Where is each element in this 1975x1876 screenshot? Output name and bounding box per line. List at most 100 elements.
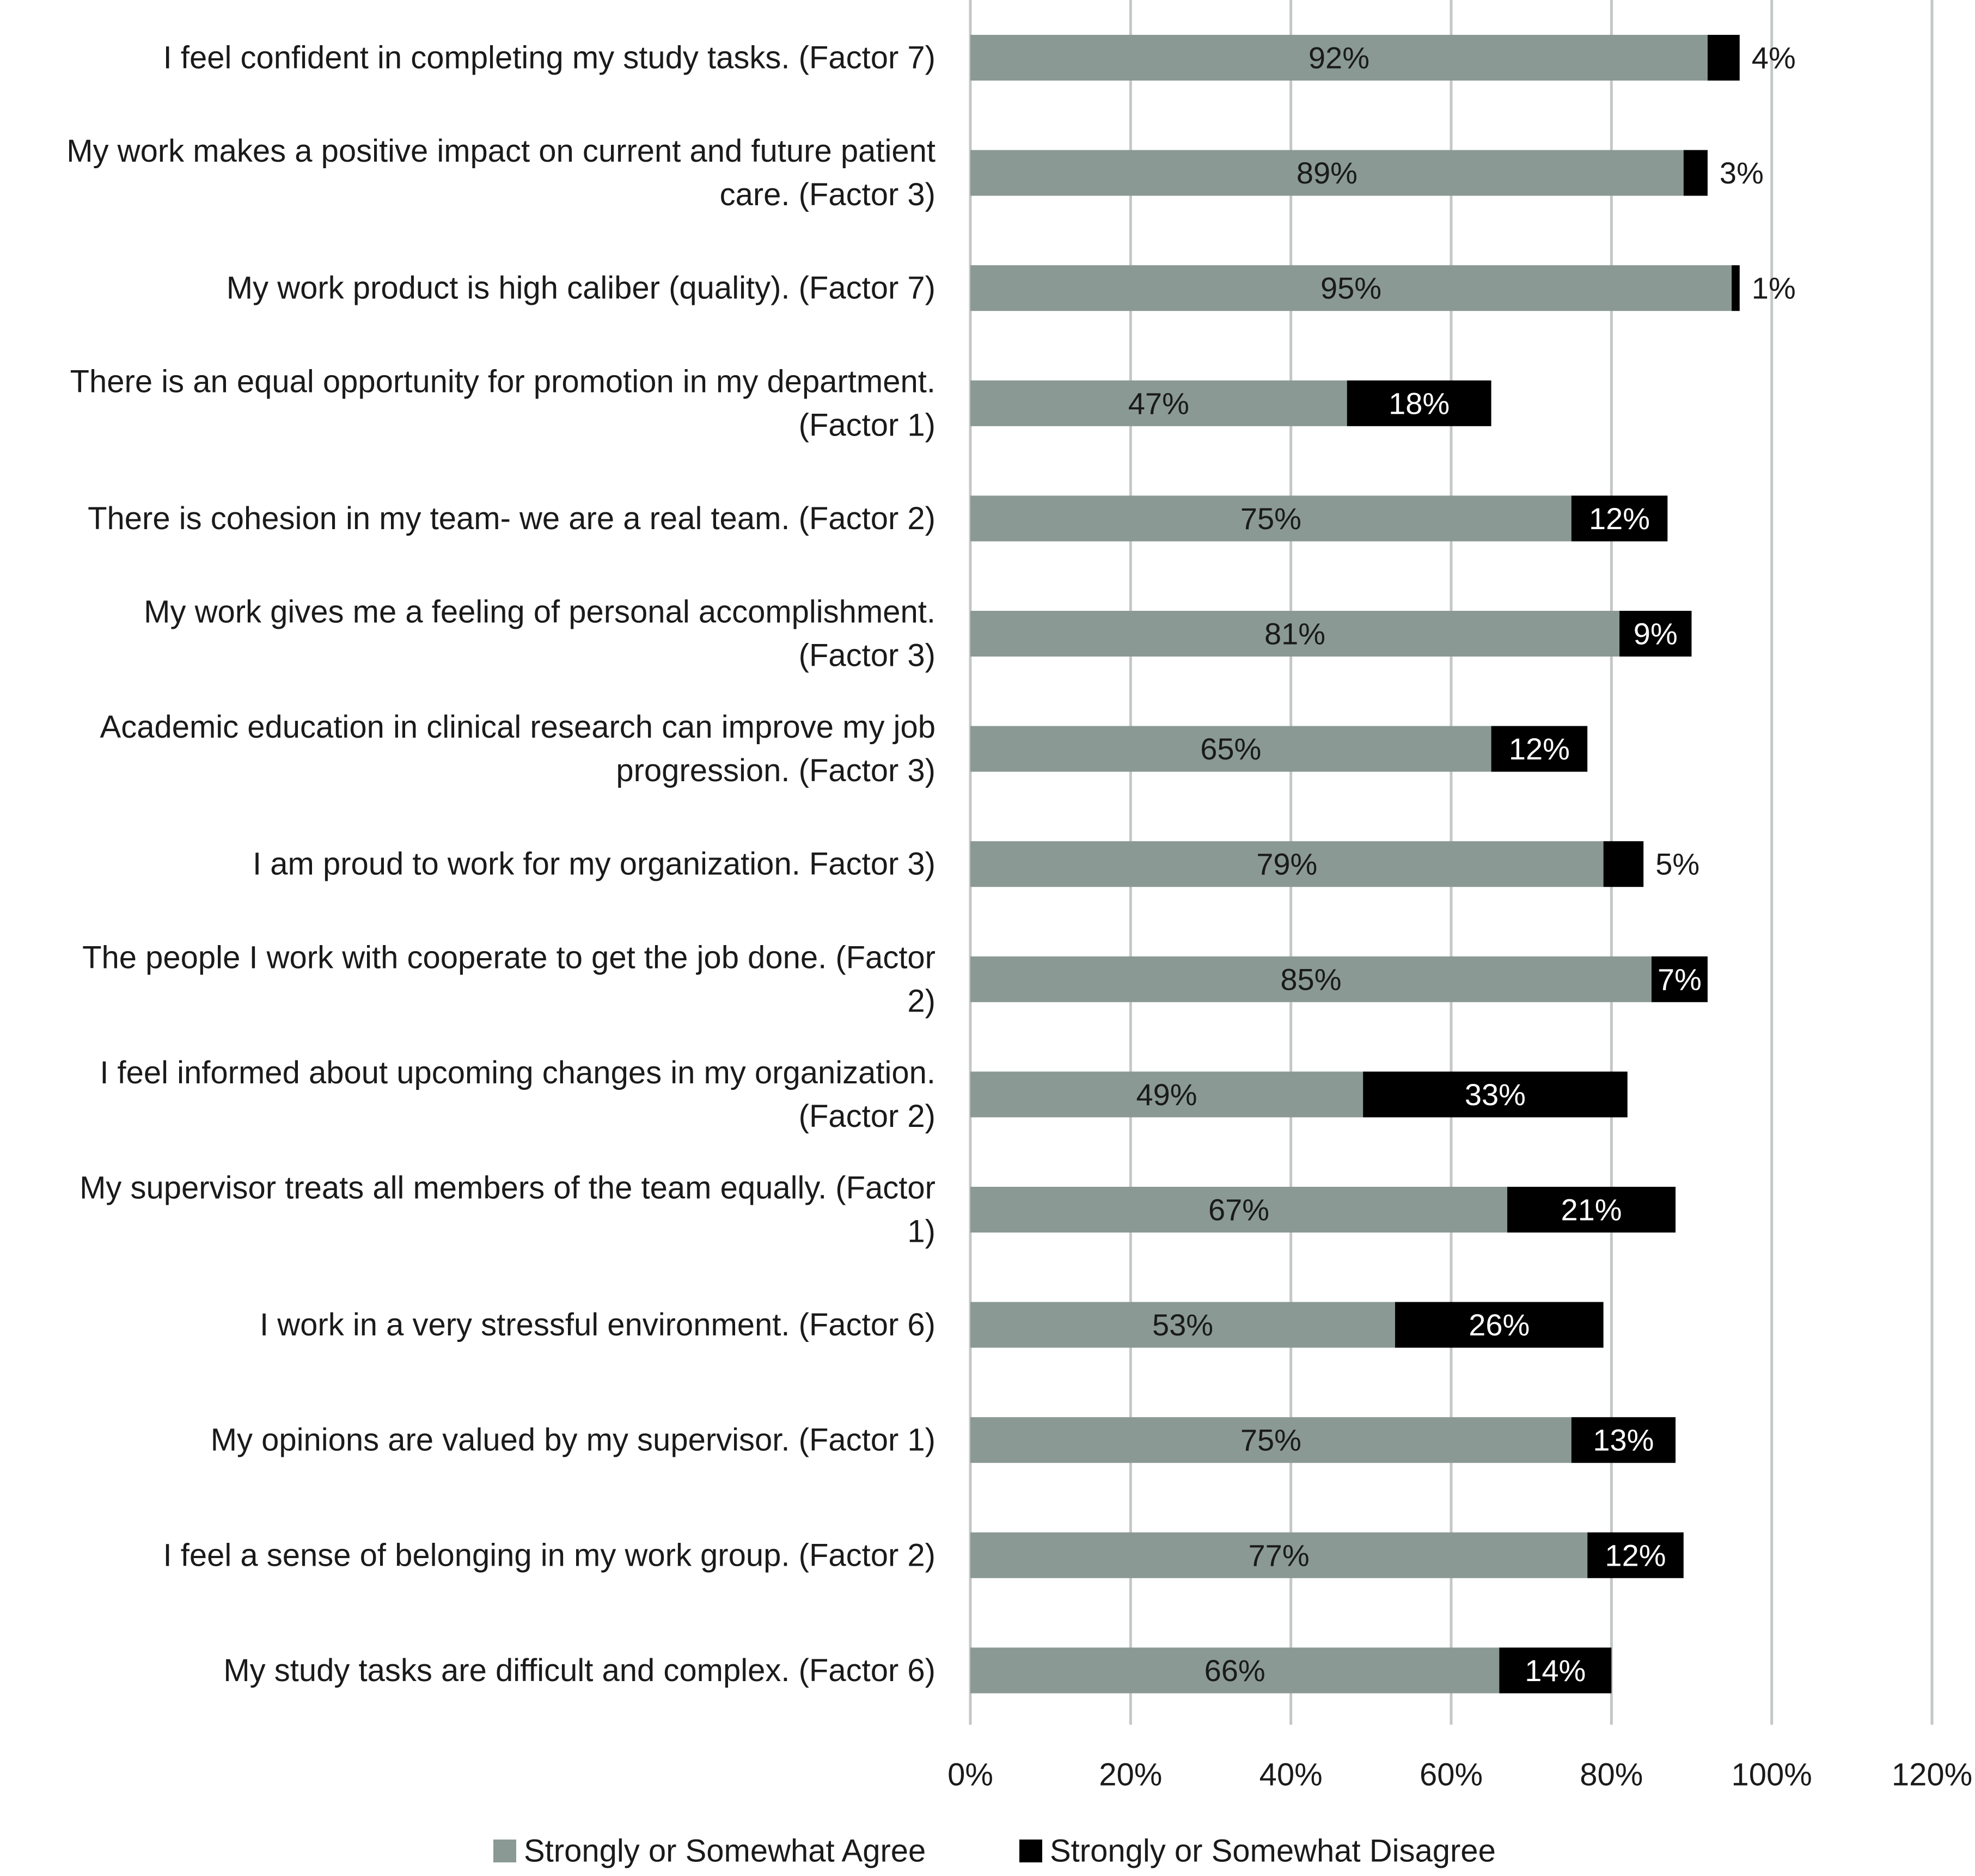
legend-disagree-label: Strongly or Somewhat Disagree bbox=[1050, 1834, 1496, 1869]
x-tick-label-4: 80% bbox=[1580, 1757, 1643, 1793]
bar-agree-1 bbox=[970, 150, 1684, 196]
category-label-4: There is cohesion in my team- we are a r… bbox=[88, 501, 935, 536]
bar-agree-2 bbox=[970, 265, 1732, 311]
x-axis-tick-labels: 0% 20% 40% 60% 80% 100% 120% bbox=[947, 1757, 1972, 1793]
category-label-9: I feel informed about upcoming changes i… bbox=[100, 1055, 935, 1134]
category-label-1: My work makes a positive impact on curre… bbox=[66, 133, 935, 212]
data-label-agree-14: 66% bbox=[1204, 1653, 1265, 1688]
category-label-line: 1) bbox=[907, 1214, 935, 1249]
data-label-agree-9: 49% bbox=[1136, 1077, 1197, 1112]
bar-agree-14 bbox=[970, 1647, 1500, 1694]
category-label-7: I am proud to work for my organization. … bbox=[253, 847, 935, 882]
data-label-agree-4: 75% bbox=[1240, 501, 1301, 536]
category-label-6: Academic education in clinical research … bbox=[100, 709, 935, 788]
bar-disagree-14 bbox=[1499, 1647, 1612, 1694]
data-label-disagree-4: 12% bbox=[1589, 501, 1650, 536]
category-label-10: My supervisor treats all members of the … bbox=[80, 1170, 935, 1249]
data-label-agree-11: 53% bbox=[1152, 1308, 1213, 1342]
category-label-5: My work gives me a feeling of personal a… bbox=[144, 594, 935, 673]
data-label-agree-12: 75% bbox=[1240, 1423, 1301, 1457]
bar-agree-4 bbox=[970, 495, 1572, 542]
bar-disagree-7 bbox=[1603, 841, 1644, 887]
data-label-disagree-8: 7% bbox=[1658, 962, 1702, 996]
category-label-line: My supervisor treats all members of the … bbox=[80, 1170, 935, 1206]
category-label-line: (Factor 3) bbox=[799, 638, 935, 673]
x-tick-label-6: 120% bbox=[1892, 1757, 1972, 1793]
data-label-disagree-5: 9% bbox=[1634, 617, 1678, 651]
category-label-8: The people I work with cooperate to get … bbox=[82, 940, 935, 1019]
bar-agree-3 bbox=[970, 380, 1347, 426]
data-label-disagree-12: 13% bbox=[1593, 1423, 1654, 1457]
bar-disagree-9 bbox=[1363, 1071, 1628, 1118]
category-label-2: My work product is high caliber (quality… bbox=[227, 271, 935, 306]
data-label-disagree-13: 12% bbox=[1605, 1538, 1666, 1572]
bar-agree-11 bbox=[970, 1302, 1395, 1348]
category-label-line: progression. (Factor 3) bbox=[616, 753, 935, 788]
data-label-disagree-11: 26% bbox=[1469, 1308, 1530, 1342]
bar-agree-8 bbox=[970, 956, 1652, 1002]
bar-disagree-12 bbox=[1571, 1417, 1676, 1463]
bar-disagree-1 bbox=[1683, 150, 1708, 196]
bar-agree-10 bbox=[970, 1187, 1508, 1233]
legend: Strongly or Somewhat Agree Strongly or So… bbox=[493, 1834, 1496, 1869]
bar-disagree-6 bbox=[1491, 726, 1588, 772]
bar-agree-12 bbox=[970, 1417, 1572, 1463]
data-label-agree-6: 65% bbox=[1200, 732, 1261, 766]
category-label-line: My work makes a positive impact on curre… bbox=[66, 133, 935, 169]
legend-agree-label: Strongly or Somewhat Agree bbox=[524, 1834, 926, 1869]
category-label-line: I feel informed about upcoming changes i… bbox=[100, 1055, 935, 1090]
data-label-disagree-0: 4% bbox=[1752, 41, 1796, 75]
category-label-line: (Factor 1) bbox=[799, 407, 935, 443]
data-label-agree-8: 85% bbox=[1280, 962, 1341, 996]
data-label-agree-13: 77% bbox=[1249, 1538, 1310, 1572]
bar-agree-0 bbox=[970, 35, 1708, 81]
category-label-line: There is an equal opportunity for promot… bbox=[70, 364, 935, 399]
x-tick-label-2: 40% bbox=[1259, 1757, 1323, 1793]
data-label-disagree-1: 3% bbox=[1720, 156, 1764, 190]
category-label-line: I am proud to work for my organization. … bbox=[253, 847, 935, 882]
data-label-disagree-6: 12% bbox=[1509, 732, 1570, 766]
data-label-agree-1: 89% bbox=[1297, 156, 1358, 190]
data-label-disagree-7: 5% bbox=[1655, 847, 1699, 881]
data-label-disagree-9: 33% bbox=[1465, 1077, 1526, 1112]
data-label-agree-5: 81% bbox=[1264, 617, 1325, 651]
bar-disagree-10 bbox=[1507, 1187, 1676, 1233]
category-label-line: I work in a very stressful environment. … bbox=[260, 1307, 935, 1342]
bar-disagree-3 bbox=[1347, 380, 1491, 426]
data-label-agree-2: 95% bbox=[1320, 271, 1381, 305]
category-label-14: My study tasks are difficult and complex… bbox=[223, 1653, 935, 1688]
bar-disagree-2 bbox=[1732, 265, 1740, 311]
bar-agree-13 bbox=[970, 1532, 1588, 1578]
data-label-agree-7: 79% bbox=[1256, 847, 1317, 881]
category-label-line: My work product is high caliber (quality… bbox=[227, 271, 935, 306]
data-label-agree-10: 67% bbox=[1208, 1193, 1269, 1227]
category-label-line: My opinions are valued by my supervisor.… bbox=[211, 1423, 935, 1458]
legend-disagree-swatch bbox=[1019, 1840, 1042, 1862]
bar-series: 92% 4% 89% 3% 95% 1% 47% 18% 75% 12% 81% 9% 65% 12% 79… bbox=[970, 35, 1796, 1694]
bar-agree-6 bbox=[970, 726, 1491, 772]
x-tick-label-3: 60% bbox=[1420, 1757, 1483, 1793]
bar-disagree-0 bbox=[1707, 35, 1740, 81]
x-tick-label-1: 20% bbox=[1099, 1757, 1162, 1793]
legend-agree-swatch bbox=[493, 1840, 516, 1862]
category-label-line: I feel a sense of belonging in my work g… bbox=[163, 1537, 935, 1573]
category-labels: I feel confident in completing my study … bbox=[66, 40, 935, 1688]
category-label-line: (Factor 2) bbox=[799, 1099, 935, 1134]
category-label-line: My work gives me a feeling of personal a… bbox=[144, 594, 935, 630]
bar-disagree-5 bbox=[1619, 611, 1692, 657]
category-label-line: There is cohesion in my team- we are a r… bbox=[88, 501, 935, 536]
bar-disagree-4 bbox=[1571, 495, 1668, 542]
data-label-agree-3: 47% bbox=[1128, 386, 1189, 420]
category-label-line: I feel confident in completing my study … bbox=[163, 40, 935, 76]
bar-agree-9 bbox=[970, 1071, 1363, 1118]
x-tick-label-5: 100% bbox=[1731, 1757, 1812, 1793]
bar-disagree-11 bbox=[1395, 1302, 1604, 1348]
category-label-13: I feel a sense of belonging in my work g… bbox=[163, 1537, 935, 1573]
category-label-11: I work in a very stressful environment. … bbox=[260, 1307, 935, 1342]
category-label-line: My study tasks are difficult and complex… bbox=[223, 1653, 935, 1688]
category-label-line: 2) bbox=[907, 983, 935, 1019]
category-label-0: I feel confident in completing my study … bbox=[163, 40, 935, 76]
x-tick-label-0: 0% bbox=[947, 1757, 993, 1793]
data-label-disagree-2: 1% bbox=[1752, 271, 1796, 305]
